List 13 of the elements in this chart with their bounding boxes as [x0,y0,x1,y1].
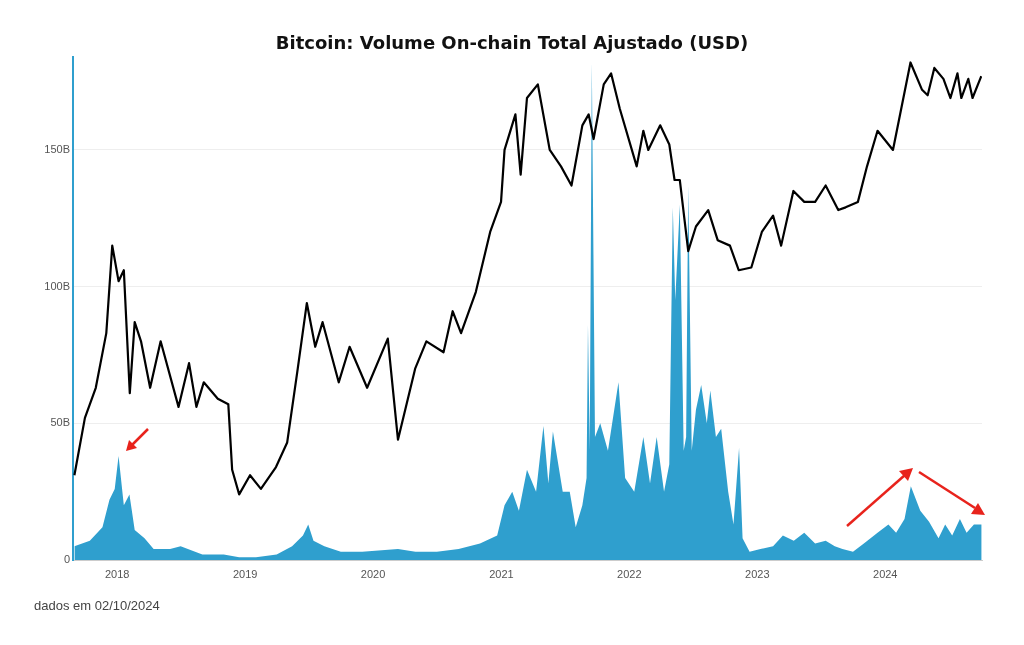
x-tick-label: 2024 [873,567,898,580]
text: dados em 02/10/2024 [34,598,160,613]
x-tick-label: 2020 [360,567,386,580]
y-tick-label: 150B [44,142,70,155]
x-tick-label: 2023 [745,567,770,580]
chart-title: Bitcoin: Volume On-chain Total Ajustado (USD) [274,32,750,53]
y-tick-label: 100B [44,279,70,292]
x-tick-label: 2021 [489,567,514,580]
x-tick-label: 2019 [232,567,258,580]
x-tick-label: 2022 [617,567,642,580]
x-tick-label: 2018 [104,567,130,580]
y-tick-label: 50B [50,416,70,429]
y-tick-label: 0 [63,553,70,566]
